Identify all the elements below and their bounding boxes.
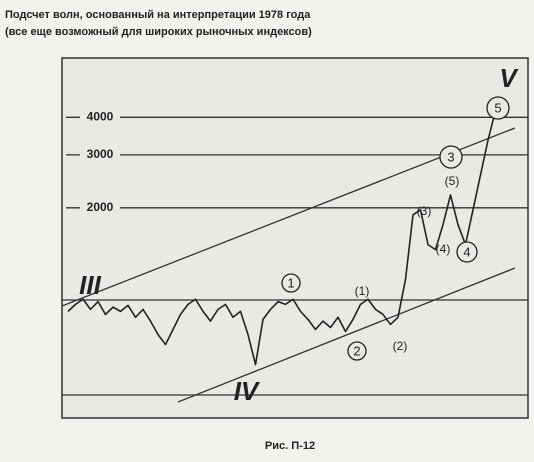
circled-label: 3: [447, 149, 454, 164]
minor-label: (4): [436, 242, 451, 256]
y-tick-label: 4000: [87, 109, 114, 123]
lower-channel: [177, 267, 516, 403]
y-tick-label: 3000: [87, 147, 114, 161]
wave-label: IV: [234, 376, 261, 406]
wave-circle: [486, 96, 510, 120]
price-line: [397, 110, 497, 318]
wave-circle: [347, 341, 367, 361]
circled-label: 2: [353, 343, 360, 358]
y-tick-label: 2000: [87, 200, 114, 214]
minor-label: (1): [355, 284, 370, 298]
wave-circle: [456, 241, 478, 263]
circled-label: 1: [287, 275, 294, 290]
wave-circle: [439, 145, 463, 169]
frame: [61, 57, 529, 419]
wave-label: V: [499, 63, 519, 93]
minor-label: (3): [417, 204, 432, 218]
price-line: [67, 298, 399, 366]
title: Подсчет волн, основанный на интерпретаци…: [5, 9, 311, 21]
tick-label-bg: [80, 146, 120, 163]
circled-label: 4: [463, 244, 470, 259]
minor-label: (5): [445, 174, 460, 188]
caption: Рис. П-12: [265, 440, 315, 452]
tick-label-bg: [80, 199, 120, 216]
tick-label-bg: [80, 109, 120, 126]
minor-label: (2): [393, 339, 408, 353]
circled-label: 5: [494, 100, 501, 115]
subtitle: (все еще возможный для широких рыночных …: [5, 26, 312, 38]
wave-label: III: [79, 270, 101, 300]
wave-circle: [281, 273, 301, 293]
